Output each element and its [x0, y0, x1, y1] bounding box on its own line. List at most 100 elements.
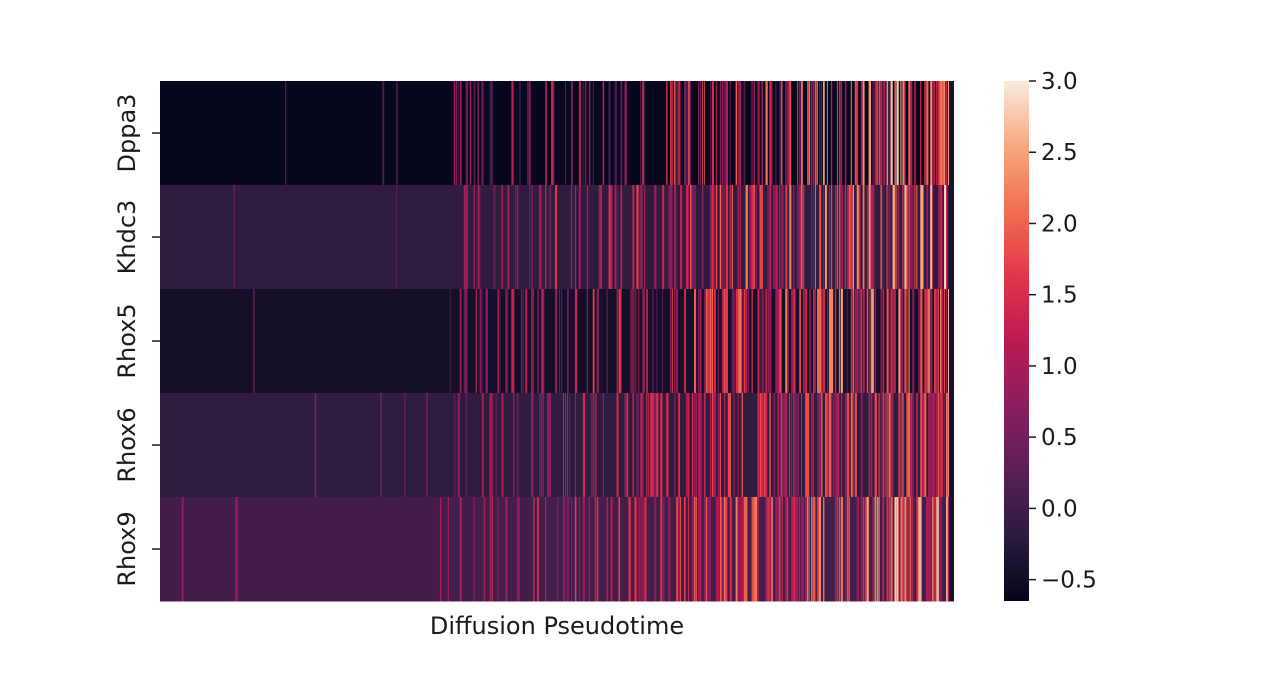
- heatmap-cell: [751, 289, 753, 394]
- heatmap-cell: [936, 393, 938, 498]
- heatmap-cell: [888, 81, 890, 186]
- heatmap-cell: [739, 497, 742, 602]
- heatmap-cell: [596, 497, 599, 602]
- heatmap-cell: [902, 289, 904, 394]
- heatmap-cell: [926, 497, 929, 602]
- heatmap-cell: [678, 81, 681, 186]
- heatmap-cell: [822, 497, 825, 602]
- heatmap-cell: [793, 393, 795, 498]
- heatmap-cell: [822, 81, 825, 186]
- heatmap-cell: [898, 393, 900, 498]
- heatmap-cell: [896, 497, 899, 602]
- y-tick-label-rhox5: Rhox5: [113, 303, 141, 378]
- heatmap-cell: [836, 497, 839, 602]
- heatmap-cell: [586, 185, 589, 290]
- heatmap-cell: [894, 185, 896, 290]
- heatmap-cell: [473, 81, 476, 186]
- heatmap-cell: [608, 81, 611, 186]
- heatmap-cell: [944, 185, 947, 290]
- heatmap-cell: [578, 185, 581, 290]
- heatmap-cell: [743, 289, 746, 394]
- heatmap-cell: [886, 81, 889, 186]
- heatmap-cell: [948, 497, 950, 602]
- heatmap-cell: [902, 81, 905, 186]
- heatmap-cell: [809, 289, 812, 394]
- heatmap-cell: [761, 393, 763, 498]
- heatmap-cell: [866, 497, 869, 602]
- heatmap-cell: [479, 289, 481, 394]
- heatmap-cell: [791, 289, 793, 394]
- heatmap-cell: [715, 185, 718, 290]
- heatmap-cell: [578, 497, 580, 602]
- heatmap-cell: [787, 497, 789, 602]
- heatmap-cell: [781, 393, 783, 498]
- heatmap-cell: [828, 185, 830, 290]
- heatmap-cell: [737, 81, 740, 186]
- heatmap-cell: [678, 497, 681, 602]
- heatmap-cell: [864, 497, 867, 602]
- heatmap-cell: [634, 497, 637, 602]
- heatmap-cell: [862, 81, 865, 186]
- heatmap-cell: [826, 289, 829, 394]
- heatmap-cell: [709, 497, 711, 602]
- heatmap-cell: [795, 393, 797, 498]
- heatmap-cell: [475, 289, 477, 394]
- heatmap-cell: [860, 497, 863, 602]
- heatmap-cell: [656, 289, 658, 394]
- heatmap-cell: [620, 185, 623, 290]
- heatmap-cell: [948, 289, 950, 394]
- heatmap-cell: [642, 393, 644, 498]
- heatmap-cell: [705, 497, 708, 602]
- heatmap-cell: [856, 185, 860, 290]
- heatmap-cell: [465, 185, 469, 290]
- heatmap-cell: [707, 497, 710, 602]
- heatmap-cell: [688, 185, 689, 290]
- heatmap-cell: [688, 393, 690, 498]
- heatmap-cell: [876, 497, 879, 602]
- heatmap-cell: [529, 81, 531, 186]
- heatmap-cell: [809, 497, 810, 602]
- heatmap-cell: [819, 289, 822, 394]
- heatmap-cell: [916, 185, 918, 290]
- heatmap-cell: [928, 289, 930, 394]
- heatmap-cell: [491, 81, 494, 186]
- heatmap-cell: [940, 497, 942, 602]
- heatmap-cell: [813, 497, 816, 602]
- heatmap-cell: [672, 289, 673, 394]
- heatmap-cell: [898, 185, 900, 290]
- heatmap-cell: [854, 289, 857, 394]
- heatmap-cell: [769, 393, 771, 498]
- heatmap-cell: [866, 289, 869, 394]
- heatmap-cell: [709, 393, 712, 498]
- heatmap-cell: [670, 289, 672, 394]
- heatmap-cell: [586, 289, 589, 394]
- heatmap-cell: [840, 497, 843, 602]
- heatmap-cell: [900, 393, 903, 498]
- heatmap-cell: [846, 393, 850, 498]
- heatmap-cell: [745, 185, 748, 290]
- heatmap-cell: [896, 185, 898, 290]
- heatmap-cell: [507, 185, 510, 290]
- heatmap-cell: [834, 185, 837, 290]
- heatmap-cell: [537, 497, 539, 602]
- heatmap-cell: [761, 289, 763, 394]
- heatmap-cell: [713, 185, 715, 290]
- heatmap-cell: [759, 185, 762, 290]
- heatmap-cell: [874, 393, 877, 498]
- heatmap-cell: [846, 289, 848, 394]
- heatmap-edge-column: [949, 81, 954, 601]
- heatmap-cell: [644, 497, 647, 602]
- heatmap-cell: [767, 289, 769, 394]
- heatmap-cell: [610, 185, 613, 290]
- heatmap-cell: [946, 81, 948, 186]
- heatmap-cell: [757, 81, 760, 186]
- heatmap-cell: [558, 289, 561, 394]
- heatmap-cell: [691, 497, 694, 602]
- heatmap-cell: [620, 81, 623, 186]
- heatmap-cell: [807, 81, 809, 186]
- heatmap-cell: [914, 185, 916, 290]
- heatmap-cell: [896, 81, 899, 186]
- heatmap-cell: [602, 81, 605, 186]
- heatmap-cell: [606, 289, 608, 394]
